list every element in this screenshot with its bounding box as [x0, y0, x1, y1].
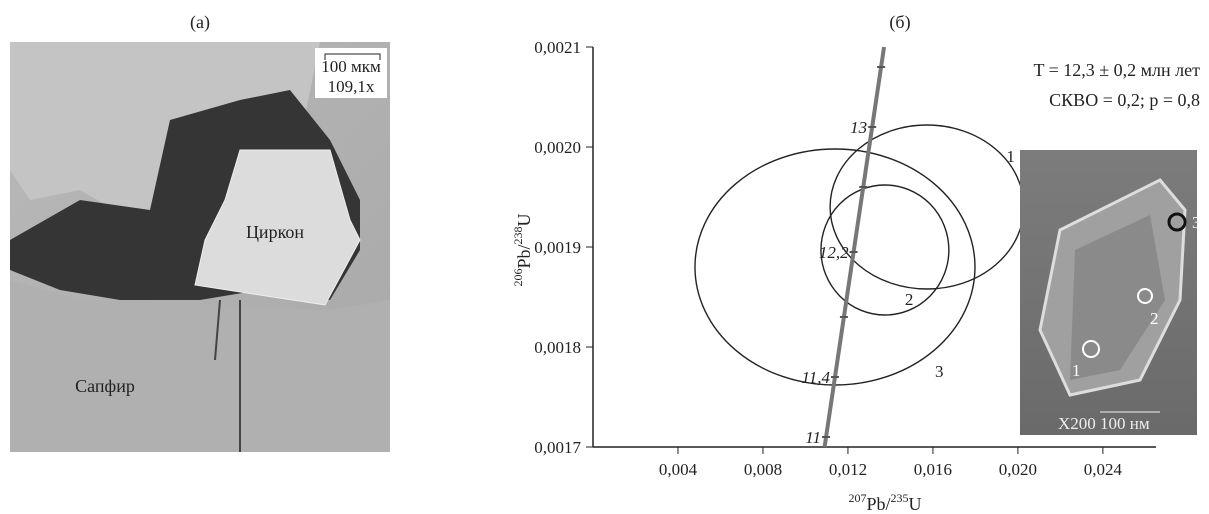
ellipse-label: 1 — [1006, 147, 1015, 166]
scale-label: 100 мкм — [321, 57, 381, 76]
mineral-label: Сапфир — [75, 376, 135, 396]
inset-magnification: X200 — [1058, 414, 1096, 433]
age-label: 12,2 — [819, 243, 849, 262]
x-tick-label: 0,004 — [659, 460, 698, 479]
y-tick-label: 0,0020 — [534, 138, 581, 157]
chart-title: (б) — [889, 12, 910, 33]
spot-label: 1 — [1072, 361, 1081, 380]
age-label: 11 — [805, 428, 821, 447]
x-tick-label: 0,012 — [829, 460, 867, 479]
y-tick-label: 0,0017 — [534, 438, 581, 457]
x-tick-label: 0,020 — [999, 460, 1037, 479]
mineral-label: Циркон — [246, 222, 304, 242]
x-tick-label: 0,008 — [744, 460, 782, 479]
magnification: 109,1x — [328, 77, 375, 96]
y-tick-label: 0,0021 — [534, 38, 581, 57]
ellipse-label: 2 — [905, 290, 914, 309]
y-axis-label: 206Pb/238U — [511, 213, 534, 286]
y-tick-label: 0,0018 — [534, 338, 581, 357]
figure: (a) 100 мкм 109,1x Циркон Сапфир (б) T =… — [0, 0, 1209, 514]
error-ellipse — [695, 149, 975, 385]
ellipse-label: 3 — [935, 362, 944, 381]
panel-label: (a) — [190, 12, 210, 33]
inset-scale-label: 100 нм — [1100, 414, 1150, 433]
micrograph — [10, 42, 390, 452]
y-tick-label: 0,0019 — [534, 238, 581, 257]
spot-label: 2 — [1150, 309, 1159, 328]
x-axis-label: 207Pb/235U — [848, 491, 921, 514]
spot-label: 3 — [1192, 213, 1201, 232]
x-tick-label: 0,024 — [1084, 460, 1123, 479]
x-tick-label: 0,016 — [914, 460, 952, 479]
annotation: СКВО = 0,2; p = 0,8 — [1049, 90, 1200, 110]
inset — [1020, 150, 1197, 435]
annotation: T = 12,3 ± 0,2 млн лет — [1033, 60, 1200, 80]
age-label: 13 — [850, 118, 867, 137]
age-label: 11,4 — [801, 368, 830, 387]
